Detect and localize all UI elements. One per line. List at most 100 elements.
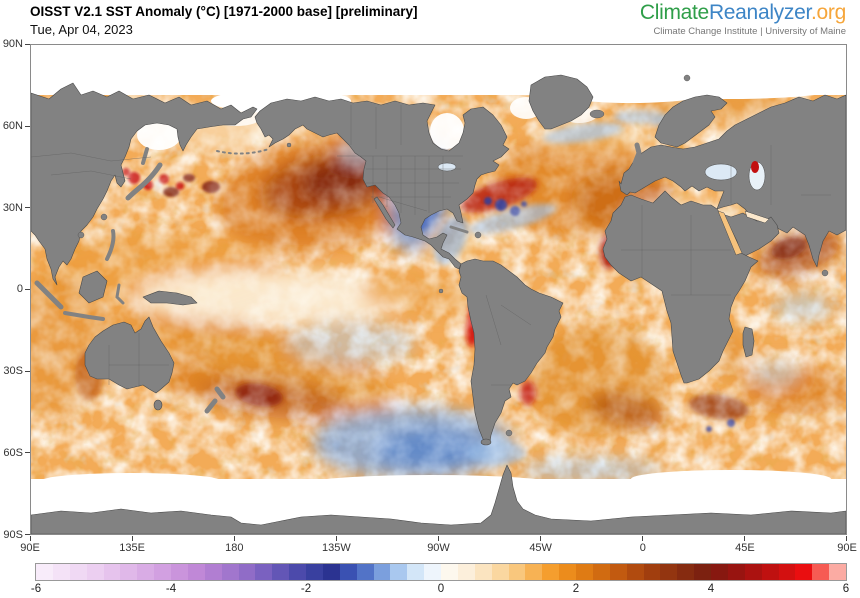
land-scandinavia: [654, 94, 728, 148]
logo-climate: Climate: [639, 1, 709, 24]
logo-subtitle: Climate Change Institute | University of…: [653, 26, 846, 38]
colorbar-segment: [339, 564, 357, 580]
colorbar-segment: [660, 564, 678, 580]
land-australia: [84, 316, 175, 394]
lon-tick: [642, 536, 643, 541]
red-sea: [717, 210, 743, 256]
lat-tick: [25, 207, 30, 209]
land-south-america: [458, 258, 564, 443]
land-galapagos: [438, 288, 444, 294]
political-borders: [31, 105, 831, 387]
colorbar-segment: [592, 564, 610, 580]
land-kodiak: [286, 142, 292, 148]
colorbar-segment: [289, 564, 306, 580]
colorbar-segment: [727, 564, 745, 580]
land-svalbard: [683, 74, 691, 82]
land-iceland: [589, 109, 605, 119]
lat-tick: [25, 533, 30, 535]
colorbar-segment: [137, 564, 155, 580]
lon-tick: [438, 536, 439, 541]
map-canvas: [31, 45, 846, 534]
land-sumatra: [34, 280, 64, 310]
colorbar-segment: [795, 564, 813, 580]
colorbar-segment: [373, 564, 391, 580]
colorbar-segment: [69, 564, 87, 580]
colorbar-segment: [711, 564, 728, 580]
colorbar-segment: [812, 564, 830, 580]
island-strokes: [34, 142, 642, 414]
page-title: OISST V2.1 SST Anomaly (°C) [1971-2000 b…: [30, 4, 418, 19]
colorbar-segment: [407, 564, 425, 580]
lat-tick: [25, 288, 30, 290]
colorbar-tick-labels: -6 -4 -2 0 2 4 6: [30, 583, 850, 595]
caspian-warm-spot: [751, 161, 759, 173]
colorbar-segment: [441, 564, 458, 580]
latitude-axis: 90N 60N 30N 0 30S 60S 90S: [2, 38, 23, 541]
colorbar-segment: [221, 564, 239, 580]
colorbar-segment: [36, 564, 53, 580]
logo-reanalyzer: Reanalyzer: [708, 1, 811, 24]
land-cuba: [449, 225, 469, 234]
colorbar-segment: [525, 564, 543, 580]
colorbar: [35, 563, 847, 581]
world-sst-anomaly-map: [30, 44, 847, 535]
colorbar-segment: [86, 564, 104, 580]
land-baja: [373, 196, 396, 229]
longitude-tick-marks: [30, 536, 847, 541]
small-islands: [77, 74, 829, 437]
colorbar-segment: [677, 564, 695, 580]
colorbar-segment: [171, 564, 188, 580]
land-eurasia-east: [618, 94, 846, 268]
colorbar-segment: [491, 564, 509, 580]
land-new-zealand-south: [204, 398, 218, 414]
colorbar-segment: [204, 564, 222, 580]
great-lakes: [437, 162, 457, 172]
lon-tick: [30, 536, 31, 541]
colorbar-segment: [542, 564, 560, 580]
colorbar-segment: [52, 564, 70, 580]
land-tasmania: [153, 399, 163, 411]
lat-tick: [25, 44, 30, 45]
colorbar-segment: [103, 564, 121, 580]
land-aleutians: [216, 148, 270, 155]
persian-gulf: [744, 210, 770, 224]
logo-wordmark[interactable]: ClimateReanalyzer.org: [639, 1, 846, 24]
lon-tick: [234, 536, 235, 541]
land-philippines: [105, 229, 116, 261]
colorbar-segment: [272, 564, 290, 580]
colorbar-segment: [643, 564, 661, 580]
colorbar-segment: [238, 564, 256, 580]
colorbar-segment: [322, 564, 340, 580]
colorbar-segment: [626, 564, 644, 580]
lat-tick: [25, 125, 30, 127]
land-eurasia-west: [31, 82, 258, 286]
black-sea: [704, 163, 738, 181]
land-new-zealand-north: [214, 386, 226, 400]
lon-tick: [540, 536, 541, 541]
land-sri-lanka: [821, 269, 829, 277]
land-sakhalin: [141, 147, 149, 165]
colorbar-segment: [559, 564, 576, 580]
logo-org: .org: [811, 1, 846, 24]
colorbar-segment: [306, 564, 323, 580]
lon-tick: [744, 536, 745, 541]
colorbar-segment: [154, 564, 171, 580]
lon-tick: [132, 536, 133, 541]
lat-tick: [25, 452, 30, 454]
land-java: [63, 311, 105, 321]
site-logo[interactable]: ClimateReanalyzer.org Climate Change Ins…: [639, 1, 846, 38]
land-new-guinea: [142, 290, 198, 306]
land-madagascar: [742, 326, 755, 358]
lon-tick: [846, 536, 847, 541]
land-japan: [125, 162, 163, 201]
land-antarctica: [31, 464, 846, 534]
colorbar-segment: [829, 564, 846, 580]
colorbar-segment: [474, 564, 492, 580]
colorbar-segment: [424, 564, 441, 580]
colorbar-segment: [761, 564, 779, 580]
colorbar-segment: [457, 564, 475, 580]
colorbar-segment: [390, 564, 408, 580]
colorbar-segment: [255, 564, 273, 580]
land-borneo: [78, 270, 108, 304]
colorbar-segment: [356, 564, 374, 580]
